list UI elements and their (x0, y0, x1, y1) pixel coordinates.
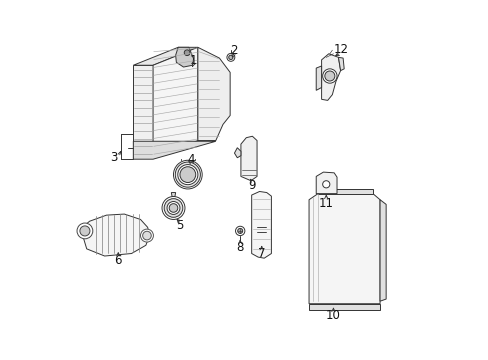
Circle shape (180, 167, 195, 183)
Polygon shape (338, 57, 344, 71)
Text: 6: 6 (114, 254, 122, 267)
Circle shape (173, 160, 202, 189)
Polygon shape (198, 47, 230, 140)
Circle shape (237, 228, 242, 233)
Circle shape (322, 181, 329, 188)
Polygon shape (379, 200, 386, 301)
Polygon shape (175, 47, 193, 67)
Text: 7: 7 (258, 247, 265, 260)
Polygon shape (316, 66, 321, 90)
Polygon shape (133, 65, 153, 158)
Polygon shape (82, 214, 149, 256)
Circle shape (235, 226, 244, 235)
Polygon shape (133, 47, 198, 65)
Text: 4: 4 (187, 153, 195, 166)
Circle shape (175, 162, 200, 187)
Circle shape (80, 226, 90, 236)
Circle shape (162, 197, 184, 220)
Text: 3: 3 (110, 151, 117, 164)
Text: 1: 1 (189, 54, 197, 67)
Circle shape (142, 231, 151, 240)
Circle shape (322, 69, 336, 83)
Circle shape (140, 229, 153, 242)
Polygon shape (317, 189, 372, 194)
Polygon shape (171, 193, 175, 197)
Circle shape (226, 53, 234, 61)
Circle shape (169, 204, 178, 212)
Polygon shape (234, 148, 241, 158)
Polygon shape (316, 172, 336, 194)
Polygon shape (308, 304, 379, 310)
Circle shape (228, 55, 233, 59)
Text: 9: 9 (248, 179, 256, 192)
Circle shape (164, 199, 183, 217)
Circle shape (178, 165, 198, 185)
Polygon shape (133, 141, 215, 159)
Text: 10: 10 (325, 309, 340, 322)
Circle shape (167, 202, 180, 215)
Text: 5: 5 (176, 219, 183, 233)
Polygon shape (153, 47, 198, 158)
Text: 11: 11 (318, 197, 333, 210)
Text: 2: 2 (229, 44, 237, 57)
Circle shape (324, 71, 334, 81)
Text: 12: 12 (333, 42, 348, 55)
Circle shape (184, 50, 190, 55)
Polygon shape (251, 192, 271, 258)
Circle shape (77, 223, 93, 239)
Polygon shape (321, 54, 340, 100)
Text: 8: 8 (236, 241, 244, 254)
Polygon shape (308, 194, 379, 304)
Polygon shape (241, 136, 257, 181)
